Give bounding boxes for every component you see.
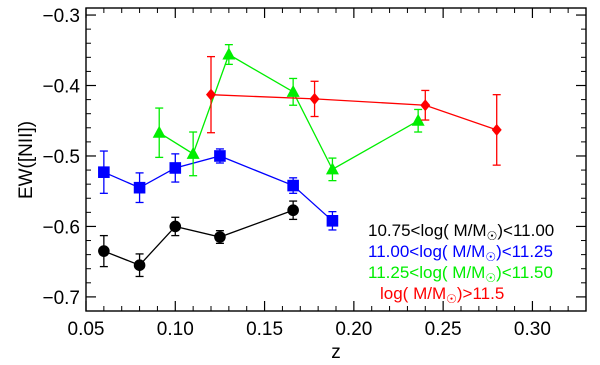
series-2 (98, 148, 339, 231)
series-line (158, 53, 419, 171)
x-tick-label: 0.10 (157, 319, 194, 340)
legend-text-part: 10.75<log( M/M (368, 221, 487, 240)
diamond-marker (420, 99, 431, 112)
square-marker (133, 181, 146, 194)
circle-marker (169, 220, 182, 233)
solar-symbol: ☉ (485, 250, 496, 264)
legend-entry-1: 10.75<log( M/M☉)<11.00 (368, 221, 554, 243)
legend-text-part: )<11.25 (496, 242, 553, 261)
circle-marker (287, 204, 299, 217)
legend-text-part: )>11.5 (457, 284, 504, 303)
x-tick-label: 0.25 (425, 319, 462, 340)
x-tick-label: 0.30 (514, 319, 551, 340)
legend-text-part: log( M/M (380, 284, 446, 303)
x-axis-title: z (331, 342, 341, 363)
triangle-marker (152, 125, 166, 138)
triangle-marker (186, 146, 200, 159)
y-tick-label: −0.7 (42, 288, 80, 309)
legend-text-part: )<11.00 (497, 221, 554, 240)
series-line (103, 209, 294, 266)
x-tick-label: 0.05 (68, 319, 105, 340)
circle-marker (133, 259, 146, 271)
triangle-marker (286, 84, 300, 97)
y-tick-label: −0.6 (42, 217, 80, 238)
diamond-marker (206, 88, 216, 101)
series-line (103, 155, 333, 222)
x-tick-label: 0.20 (335, 319, 372, 340)
square-marker (326, 215, 339, 227)
diamond-marker (309, 92, 320, 105)
triangle-marker (222, 47, 236, 60)
legend-text-part: 11.00<log( M/M (368, 242, 485, 261)
series-line (210, 94, 497, 131)
y-tick-label: −0.4 (42, 77, 80, 98)
solar-symbol: ☉ (446, 292, 457, 306)
legend-entry-2: 11.00<log( M/M☉)<11.25 (368, 242, 553, 264)
circle-marker (98, 245, 110, 257)
legend-text-part: 11.25<log( M/M (368, 263, 485, 282)
y-axis-title: EW([NII]) (16, 121, 37, 199)
y-tick-label: −0.3 (42, 6, 80, 27)
square-marker (169, 162, 182, 174)
axis-ticks: 0.05 0.10 0.15 0.20 0.25 0.30 −0.7 −0.6 −0.5 −0.4… (42, 6, 587, 340)
square-marker (287, 179, 299, 192)
series-3 (152, 43, 425, 182)
square-marker (214, 150, 226, 162)
triangle-marker (325, 162, 339, 175)
series-4 (206, 55, 502, 166)
solar-symbol: ☉ (487, 229, 498, 243)
legend-entry-3: 11.25<log( M/M☉)<11.50 (368, 263, 553, 285)
series-1 (98, 200, 299, 278)
x-tick-label: 0.15 (246, 319, 283, 340)
legend-entry-4: log( M/M☉)>11.5 (380, 284, 504, 306)
series-layer (98, 43, 502, 278)
legend-text-part: )<11.50 (496, 263, 553, 282)
circle-marker (214, 231, 226, 243)
solar-symbol: ☉ (485, 271, 496, 285)
diamond-marker (491, 123, 502, 136)
square-marker (98, 166, 110, 178)
triangle-marker (411, 113, 425, 126)
y-tick-label: −0.5 (42, 147, 80, 168)
